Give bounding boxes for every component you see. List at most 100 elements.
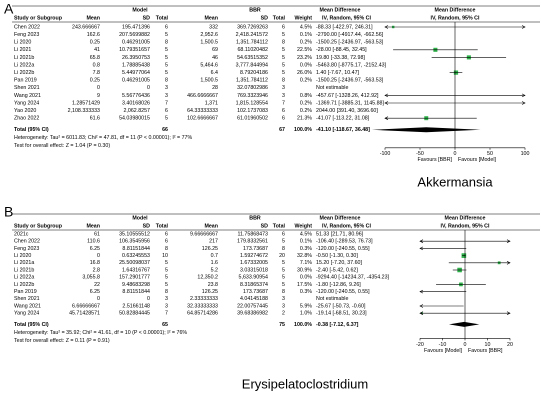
cell: 2,952.6 — [200, 32, 218, 38]
ci-arrow — [384, 93, 389, 98]
col-header: Mean — [86, 15, 100, 21]
effect-marker — [194, 291, 196, 293]
ci-text: -1500.25 [-2436.97, -563.53] — [316, 40, 384, 46]
total-label: Total (95% CI) — [14, 127, 49, 133]
cell: 8.79204186 — [240, 70, 268, 76]
cell: 157.2901777 — [119, 275, 150, 281]
col-header: Weight — [294, 223, 312, 229]
ci-text: -2790.00 [-4917.44, -662.56] — [316, 32, 384, 38]
col-header: Total — [156, 223, 169, 229]
ci-text: -9294.40 [-14234.37, -4354.23] — [316, 275, 390, 281]
x-tick-label: 100 — [521, 151, 530, 157]
cell: 102.6666667 — [187, 116, 218, 122]
cell: 1,500.5 — [200, 78, 218, 84]
cell: 5 — [165, 70, 168, 76]
cell: 9.48683298 — [122, 282, 150, 288]
weight: 0.1% — [300, 239, 312, 245]
cell: 10 — [162, 253, 168, 259]
cell: 3,055.8 — [82, 275, 100, 281]
cell: 5 — [165, 116, 168, 122]
ci-arrow — [384, 25, 389, 29]
cell: 3 — [282, 296, 285, 302]
cell: 8 — [282, 246, 285, 252]
weight: 0.0% — [300, 62, 312, 68]
cell: 35.10555512 — [119, 231, 150, 237]
ci-arrow — [506, 311, 511, 315]
favours-label: Favours [BBR] — [418, 157, 453, 163]
ci-text: -457.67 [-1328.26, 412.92] — [316, 93, 379, 99]
cell: 5 — [282, 282, 285, 288]
cell: 8 — [165, 40, 168, 46]
overall-test: Test for overall effect: Z = 1.04 (P = 0… — [14, 143, 110, 149]
cell: 0.8 — [93, 62, 100, 68]
cell: 0 — [97, 296, 100, 302]
cell: 2 — [282, 311, 285, 317]
study-name: Zhao 2022 — [14, 116, 39, 122]
cell: 2.8 — [93, 267, 100, 273]
overall-test: Test for overall effect: Z = 0.11 (P = 0… — [14, 338, 110, 344]
cell: 50.82884445 — [119, 311, 150, 317]
col-header: SD — [143, 223, 151, 229]
cell: 64.33333333 — [187, 108, 218, 114]
cell: 195.471396 — [122, 24, 150, 30]
cell: 25.50098037 — [119, 260, 150, 266]
ci-text: -0.50 [-1.30, 0.30] — [316, 253, 358, 259]
ci-text: -88.33 [-422.97, 246.31] — [316, 24, 373, 30]
col-header: SD — [143, 15, 151, 21]
ci-text: -1369.71 [-3885.31, 1145.88] — [316, 100, 384, 106]
cell: 0 — [147, 85, 150, 91]
weight: 1.0% — [300, 311, 312, 317]
cell: 5 — [282, 32, 285, 38]
weight: 0.1% — [300, 32, 312, 38]
ci-arrow — [419, 304, 424, 308]
cell: 41 — [94, 47, 100, 53]
ci-text: -2.40 [-5.42, 0.62] — [316, 267, 358, 273]
col-header: Total — [156, 15, 169, 21]
total-ci: -41.10 [-118.67, 36.48] — [316, 127, 370, 133]
weight: 5.9% — [300, 303, 312, 309]
cell: 1.78885438 — [122, 62, 150, 68]
cell: 5.56776436 — [122, 93, 150, 99]
cell: 3.40168026 — [122, 100, 150, 106]
cell: 217 — [209, 239, 218, 245]
cell: 5.2 — [211, 267, 218, 273]
cell: 1.59274672 — [240, 253, 268, 259]
weight: 0.0% — [300, 275, 312, 281]
cell: 769.3323946 — [237, 93, 268, 99]
cell: 1,500.5 — [200, 40, 218, 46]
ci-arrow — [384, 116, 389, 120]
cell: 54.63515352 — [237, 55, 268, 61]
caption: Erysipelatoclostridium — [242, 376, 368, 391]
weight: 22.5% — [297, 47, 312, 53]
cell: 110.6 — [87, 239, 100, 245]
weight: 0.3% — [300, 289, 312, 295]
ci-arrow — [419, 246, 424, 251]
ci-arrow — [506, 239, 511, 243]
cell: 1.67332005 — [240, 260, 268, 266]
cell: 7 — [165, 311, 168, 317]
cell: 5 — [165, 282, 168, 288]
cell: 7.8 — [93, 70, 100, 76]
ci-arrow — [521, 25, 526, 29]
cell: 0 — [97, 85, 100, 91]
cell: 16.8 — [90, 260, 100, 266]
ci-text: Not estimable — [316, 296, 348, 302]
ci-text: -28.00 [-88.45, 32.45] — [316, 47, 367, 53]
ci-text: -5463.80 [-8775.17, -2152.43] — [316, 62, 387, 68]
cell: 8 — [282, 289, 285, 295]
ci-arrow — [419, 289, 424, 294]
weight: 7.1% — [300, 260, 312, 266]
ci-arrow — [521, 101, 526, 105]
study-name: Li 2022a — [14, 62, 34, 68]
cell: 3 — [282, 85, 285, 91]
cell: 5 — [165, 55, 168, 61]
cell: 5 — [282, 55, 285, 61]
weight: 0.3% — [300, 246, 312, 252]
weight: 0.8% — [300, 93, 312, 99]
total-label: Total (95% CI) — [14, 322, 49, 328]
cell: 26.3950753 — [122, 55, 150, 61]
cell: 3 — [282, 93, 285, 99]
cell: 3,777.844994 — [236, 62, 268, 68]
col-header: Total — [273, 15, 286, 21]
cell: 5 — [282, 267, 285, 273]
